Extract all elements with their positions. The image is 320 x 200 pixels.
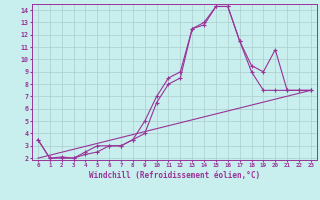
X-axis label: Windchill (Refroidissement éolien,°C): Windchill (Refroidissement éolien,°C)	[89, 171, 260, 180]
